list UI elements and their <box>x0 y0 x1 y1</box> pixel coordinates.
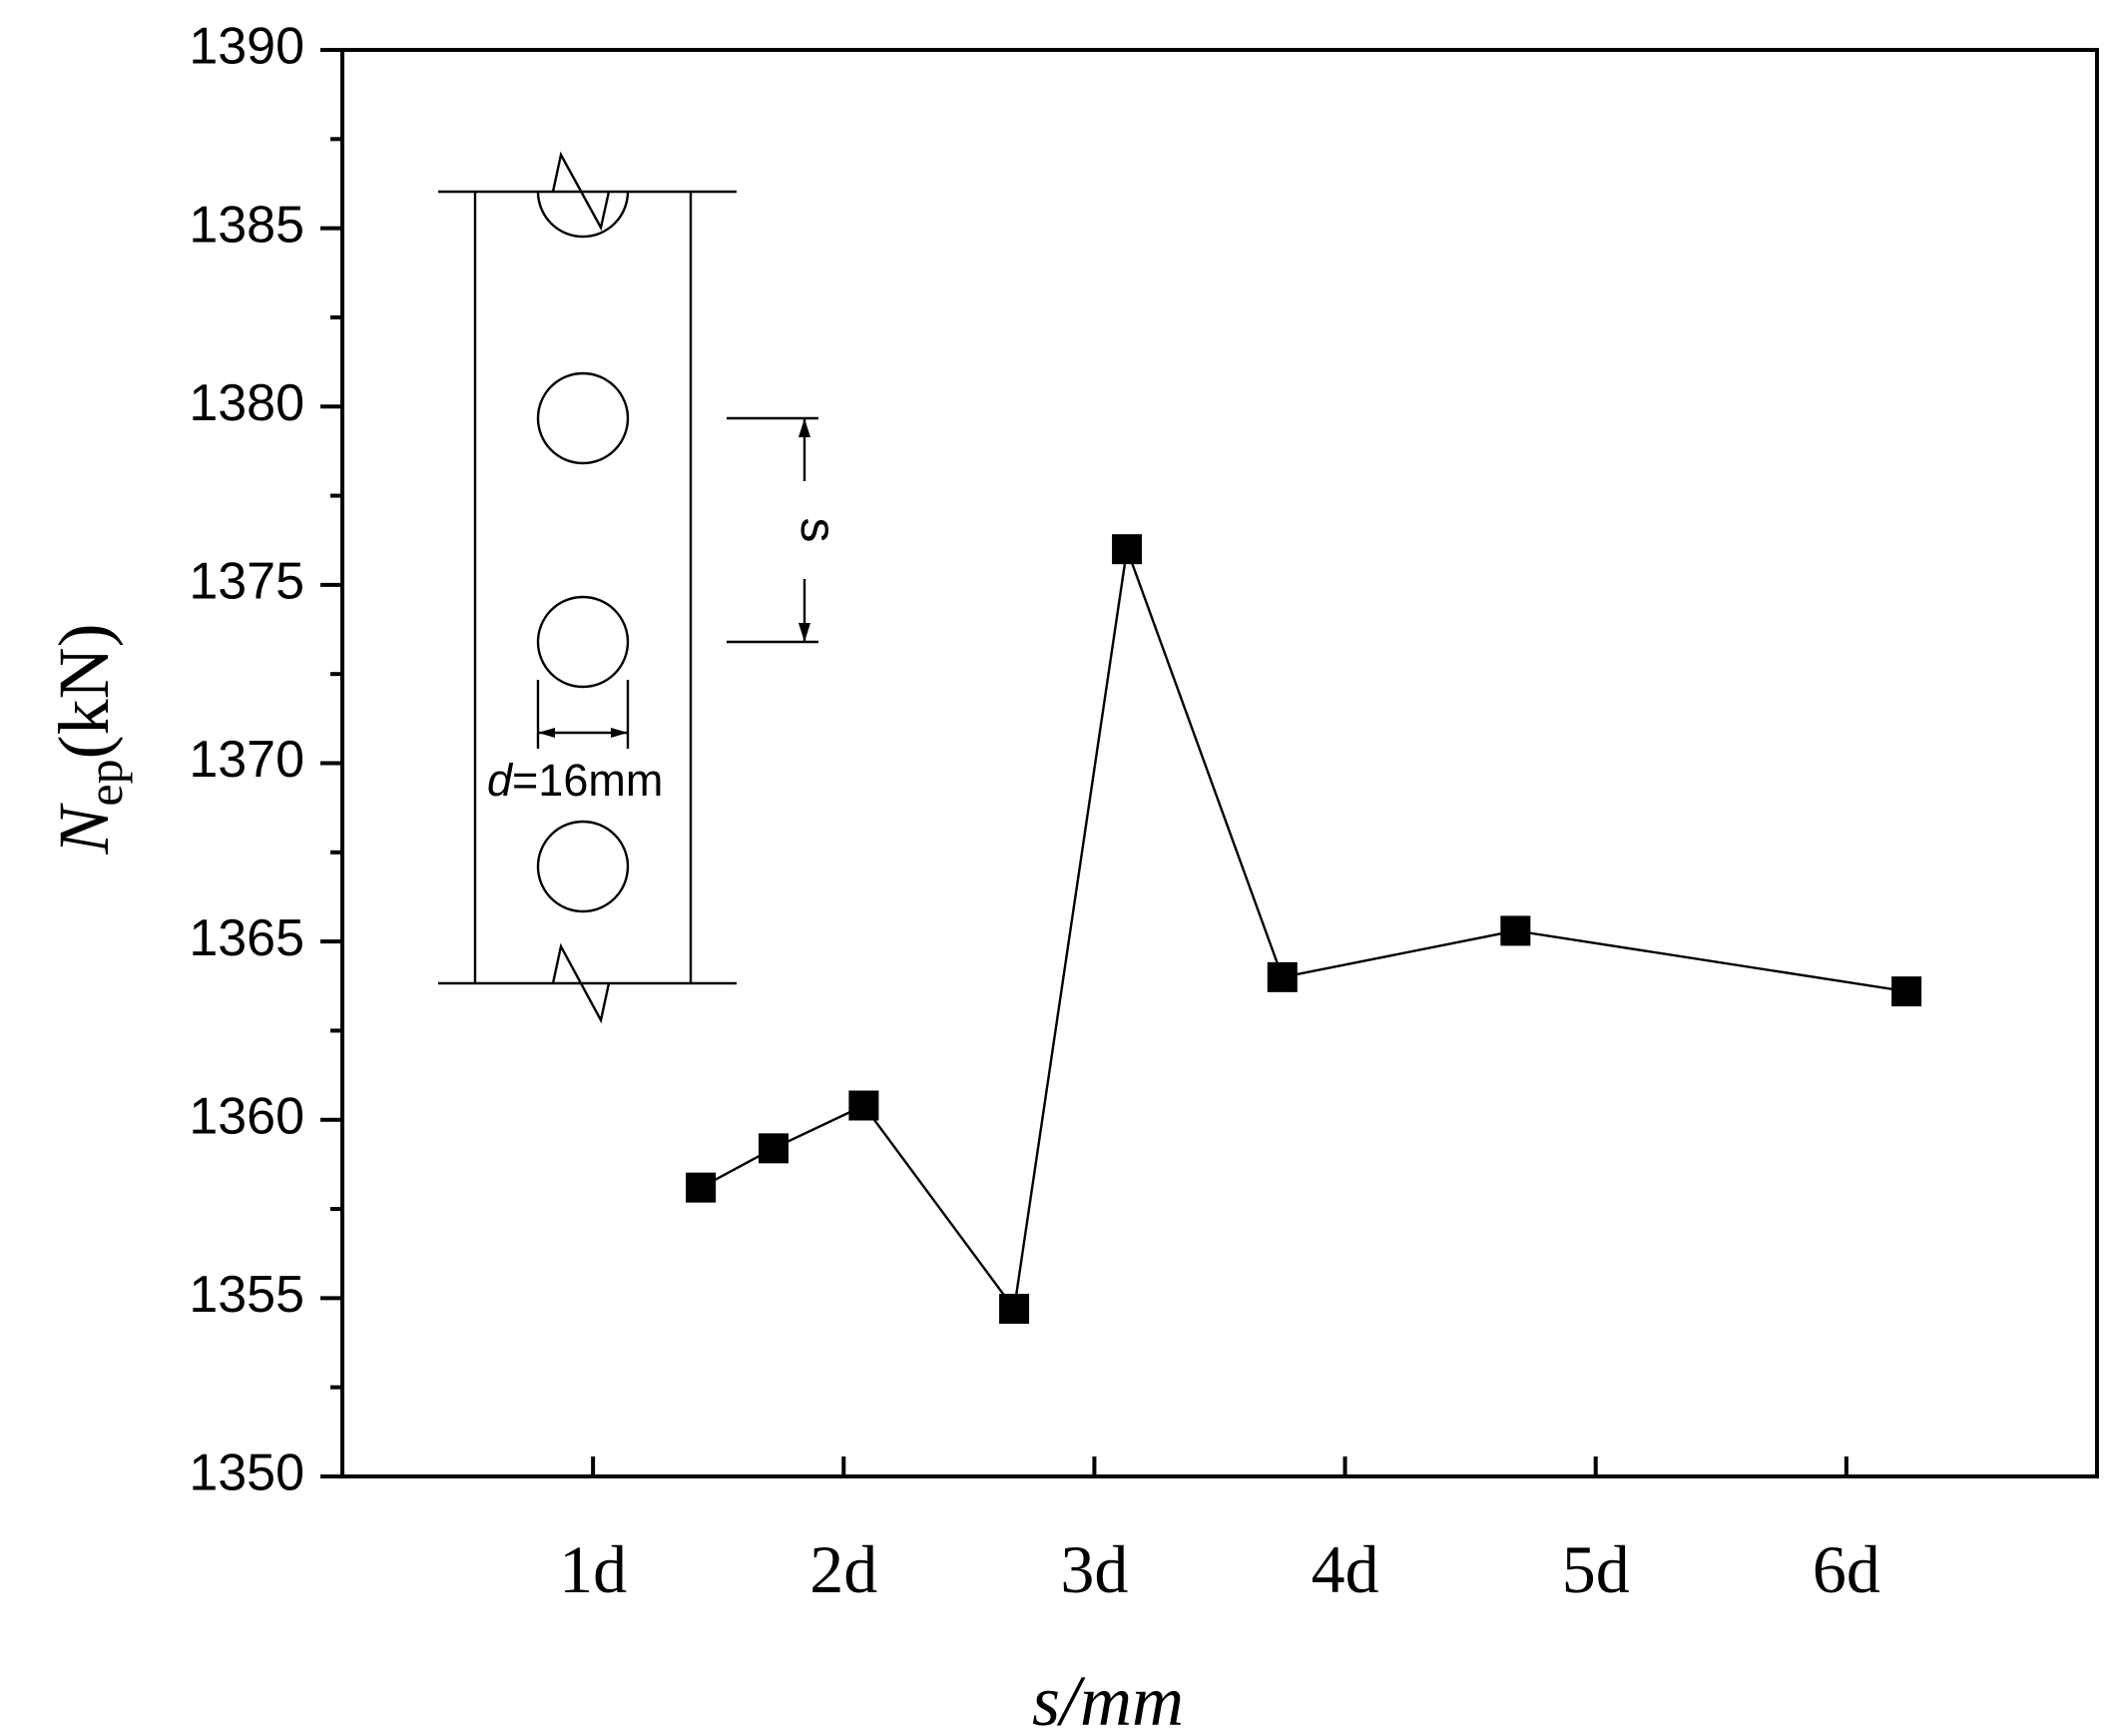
inset-top-half-hole <box>536 191 630 239</box>
data-point <box>686 1172 717 1203</box>
data-point <box>1112 534 1143 565</box>
x-tick-label: 2d <box>809 1531 877 1607</box>
spacing-arrow-up <box>798 418 810 437</box>
x-axis: 1d 2d 3d 4d 5d 6d <box>559 1456 1880 1607</box>
y-tick-label: 1390 <box>189 18 304 76</box>
y-tick-label: 1375 <box>189 553 304 611</box>
inset-bottom-break-mark <box>551 942 611 1024</box>
data-point <box>1500 915 1531 946</box>
y-tick-label: 1360 <box>189 1087 304 1145</box>
y-axis-title-unit: (kN) <box>44 623 124 759</box>
y-tick-label: 1355 <box>189 1266 304 1324</box>
inset-top-break-mark <box>551 151 611 232</box>
data-point <box>1267 961 1298 992</box>
inset-hole <box>536 595 630 689</box>
diameter-label: d=16mm <box>487 755 663 806</box>
data-point <box>758 1133 789 1164</box>
y-axis-title: Nep(kN) <box>44 623 133 855</box>
inset-hole <box>536 820 630 913</box>
y-tick-label: 1350 <box>189 1445 304 1502</box>
inset-diagram <box>438 151 818 1024</box>
diameter-arrow-right <box>611 728 628 738</box>
y-axis-title-subscript: ep <box>77 759 133 806</box>
y-axis: 1350 1355 1360 1365 1370 1375 1380 1385 1390 <box>189 18 342 1502</box>
spacing-label: s <box>791 518 846 543</box>
inset-hole <box>536 371 630 465</box>
y-axis-title-main: N <box>44 803 124 856</box>
data-point <box>999 1294 1030 1325</box>
y-tick-label: 1370 <box>189 731 304 789</box>
y-tick-label: 1380 <box>189 374 304 432</box>
diameter-value: =16mm <box>512 755 663 806</box>
series-line <box>700 548 1907 1313</box>
spacing-arrow-down <box>798 623 810 642</box>
data-point <box>848 1090 879 1121</box>
x-tick-label: 6d <box>1813 1531 1880 1607</box>
y-tick-label: 1365 <box>189 909 304 967</box>
series-markers <box>686 534 1922 1325</box>
y-tick-label: 1385 <box>189 196 304 254</box>
data-point <box>1891 976 1922 1007</box>
diameter-arrow-left <box>538 728 555 738</box>
diameter-symbol: d <box>487 755 514 806</box>
x-axis-title: s/mm <box>1032 1661 1184 1736</box>
x-tick-label: 4d <box>1312 1531 1379 1607</box>
x-tick-label: 1d <box>559 1531 627 1607</box>
x-tick-label: 3d <box>1060 1531 1128 1607</box>
x-tick-label: 5d <box>1562 1531 1630 1607</box>
